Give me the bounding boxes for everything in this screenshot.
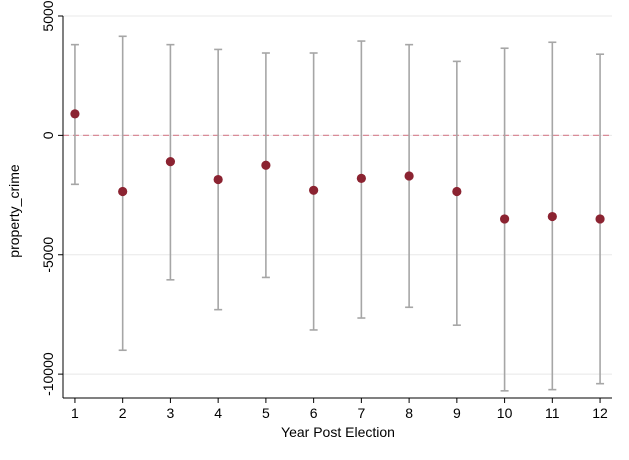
x-axis-title: Year Post Election: [281, 424, 395, 440]
data-points: [70, 109, 605, 224]
data-point: [309, 185, 319, 195]
data-point: [499, 214, 510, 224]
x-tick-label: 2: [119, 405, 127, 421]
y-axis-title: property_crime: [6, 164, 22, 258]
x-tick-label: 6: [310, 405, 318, 421]
error-bars: [70, 35, 605, 392]
data-point: [595, 214, 605, 224]
data-point: [404, 171, 414, 181]
x-tick-label: 5: [262, 405, 270, 421]
x-tick-label: 8: [405, 405, 413, 421]
data-point: [118, 186, 128, 197]
x-tick-label: 11: [545, 405, 560, 421]
gridlines: [63, 15, 612, 375]
y-tick-label: -5000: [40, 237, 56, 273]
data-point: [356, 173, 366, 183]
x-tick-label: 12: [592, 405, 608, 421]
x-tick-label: 9: [453, 405, 461, 421]
y-tick-label: 5000: [40, 0, 56, 31]
data-point: [547, 211, 557, 222]
x-tick-label: 1: [71, 405, 79, 421]
x-tick-label: 10: [497, 405, 513, 421]
data-point: [213, 174, 223, 185]
x-tick-label: 3: [167, 405, 175, 421]
y-tick-label: -10000: [40, 352, 56, 396]
x-tick-label: 4: [214, 405, 222, 421]
data-point: [165, 157, 176, 167]
x-tick-label: 7: [357, 405, 365, 421]
y-tick-label: 0: [40, 131, 56, 139]
data-point: [70, 109, 80, 119]
data-point: [452, 186, 462, 197]
axes: [58, 15, 612, 403]
data-point: [261, 160, 271, 170]
